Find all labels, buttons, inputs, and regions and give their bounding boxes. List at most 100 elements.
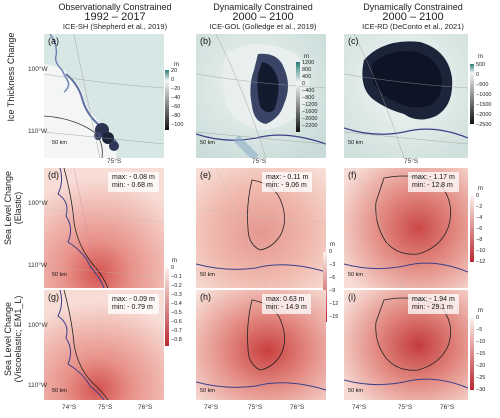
stat-min: min: - 0.68 m	[112, 182, 153, 189]
lat-axis-label: 74°S	[204, 404, 219, 411]
map-panel-c	[344, 34, 468, 158]
tick: −400	[302, 88, 315, 94]
tick: −0.7	[171, 328, 182, 334]
tick: −5	[476, 327, 483, 333]
colorbar-c	[470, 64, 474, 124]
row-label-line1: Sea Level Change	[3, 170, 13, 246]
tick: 500	[476, 62, 486, 68]
col-title-line1: Dynamically Constrained	[363, 2, 463, 12]
tick: 0	[329, 249, 333, 255]
tick: −2000	[302, 116, 318, 122]
lon-label: 110°W	[28, 262, 48, 269]
stat-min: min: - 29.1 m	[412, 304, 453, 311]
tick: 0	[476, 193, 480, 199]
tick: −10	[476, 248, 486, 254]
col-title-years: 2000 – 2100	[232, 11, 294, 23]
lon-label: 100°W	[28, 322, 48, 329]
colorbar-i	[470, 318, 474, 390]
col-title-line1: Dynamically Constrained	[213, 2, 313, 12]
colorbar-dyn1	[323, 252, 327, 322]
scale-bar-label: 50 km	[52, 140, 67, 146]
panel-label-c: (c)	[348, 36, 359, 46]
col-title-years: 2000 – 2100	[382, 11, 444, 23]
tick: −25	[476, 375, 486, 381]
scale-bar-label: 50 km	[200, 272, 215, 278]
row-label-elastic: Sea Level Change (Elastic)	[3, 148, 23, 268]
stat-max: max: - 1.94 m	[412, 296, 455, 303]
stat-max: max: - 0.08 m	[112, 174, 155, 181]
map-panel-b	[196, 34, 326, 158]
column-title-gol: Dynamically Constrained 2000 – 2100 ICE-…	[188, 2, 338, 32]
tick: −9	[329, 288, 336, 294]
panel-label-i: (i)	[348, 292, 356, 302]
panel-label-h: (h)	[200, 292, 211, 302]
tick: −3	[329, 262, 336, 268]
tick: −15	[476, 351, 486, 357]
stat-box-d: max: - 0.08 m min: - 0.68 m	[108, 172, 159, 192]
scale-bar-label: 50 km	[52, 272, 67, 278]
stat-box-h: max: 0.63 m min: - 14.9 m	[262, 294, 311, 314]
tick: −1200	[302, 102, 318, 108]
tick: −8	[476, 237, 483, 243]
col-title-years: 1992 – 2017	[84, 11, 146, 23]
col-title-ref: ICE-SH (Shepherd et al., 2019)	[62, 22, 168, 31]
col-title-ref: ICE-GOL (Golledge et al., 2019)	[209, 22, 317, 31]
lon-label: 100°W	[28, 200, 48, 207]
tick: −30	[476, 387, 486, 393]
scale-bar-label: 50 km	[200, 388, 215, 394]
tick: −500	[476, 82, 489, 88]
tick: −1000	[476, 92, 492, 98]
stat-min: min: - 0.79 m	[112, 304, 153, 311]
colorbar-ticks-f: 0 −2 −4 −6 −8 −10 −12	[476, 193, 498, 267]
colorbar-f	[470, 196, 474, 262]
lat-axis-label: 75°S	[248, 404, 263, 411]
tick: −800	[302, 95, 315, 101]
tick: −15	[329, 314, 339, 320]
tick: 1200	[302, 60, 315, 66]
tick: −100	[171, 122, 184, 128]
lat-label: 75°S	[252, 158, 267, 165]
colorbar-unit: m	[174, 62, 179, 68]
lat-axis-label: 76°S	[138, 404, 153, 411]
stat-max: max: - 0.09 m	[112, 296, 155, 303]
tick: −12	[329, 301, 339, 307]
tick: −2	[476, 204, 483, 210]
colorbar-unit: m	[304, 54, 309, 60]
colorbar-b	[296, 62, 300, 132]
stat-min: min: - 9.06 m	[266, 182, 307, 189]
tick: −12	[476, 259, 486, 265]
tick: −60	[171, 104, 181, 110]
panel-label-b: (b)	[200, 36, 211, 46]
scale-bar-label: 50 km	[348, 272, 363, 278]
tick: −0.4	[171, 301, 182, 307]
tick: −1600	[302, 109, 318, 115]
colorbar-elastic-obs	[165, 268, 169, 346]
row-label-viscoelastic: Sea Level Change (Viscoelastic; EM1_L)	[3, 274, 23, 404]
row-label-line1: Ice Thickness Change	[6, 32, 16, 122]
scale-bar-label: 50 km	[200, 140, 215, 146]
lon-label: 110°W	[28, 128, 48, 135]
tick: −20	[476, 363, 486, 369]
tick: −10	[476, 339, 486, 345]
column-title-obs: Observationally Constrained 1992 – 2017 …	[40, 2, 190, 32]
scale-bar-label: 50 km	[348, 140, 363, 146]
tick: −0.2	[171, 283, 182, 289]
row-label-line2: (Viscoelastic; EM1_L)	[13, 295, 23, 383]
colorbar-unit: m	[478, 54, 483, 60]
stat-box-i: max: - 1.94 m min: - 29.1 m	[408, 294, 459, 314]
stat-box-e: max: - 0.11 m min: - 9.06 m	[262, 172, 313, 192]
tick: −2200	[302, 123, 318, 129]
colorbar-ticks-b: 1200 800 400 0 −400 −800 −1200 −1600 −20…	[302, 60, 328, 136]
stat-box-f: max: - 1.17 m min: - 12.8 m	[408, 172, 459, 192]
panel-label-f: (f)	[348, 170, 357, 180]
colorbar-unit: m	[172, 258, 177, 264]
lat-axis-label: 76°S	[290, 404, 305, 411]
colorbar-ticks-dyn1: 0 −3 −6 −9 −12 −15	[329, 249, 345, 325]
tick: −20	[171, 86, 181, 92]
tick: 0	[476, 72, 480, 78]
tick: −80	[171, 113, 181, 119]
tick: 0	[302, 81, 306, 87]
lon-label: 110°W	[28, 382, 48, 389]
tick: −1500	[476, 102, 492, 108]
lat-axis-label: 74°S	[62, 404, 77, 411]
